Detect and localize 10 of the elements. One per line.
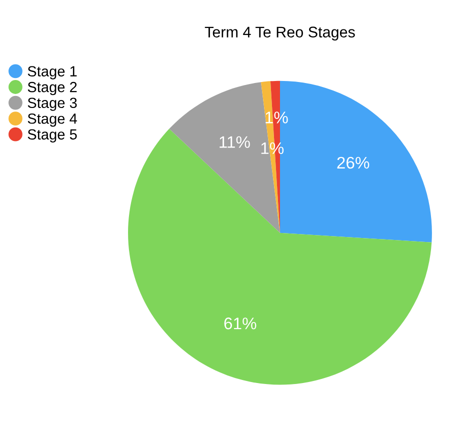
legend-label: Stage 1 [28,66,77,80]
legend-label: Stage 5 [28,129,77,142]
legend-label: Stage 4 [28,113,77,127]
data-label: 1% [261,142,284,154]
chart-title: Term 4 Te Reo Stages [204,26,355,40]
data-label: 11% [220,136,250,148]
legend-label: Stage 3 [28,98,77,111]
legend-label: Stage 2 [28,82,77,96]
data-label: 61% [224,318,256,330]
data-label: 26% [337,156,370,169]
